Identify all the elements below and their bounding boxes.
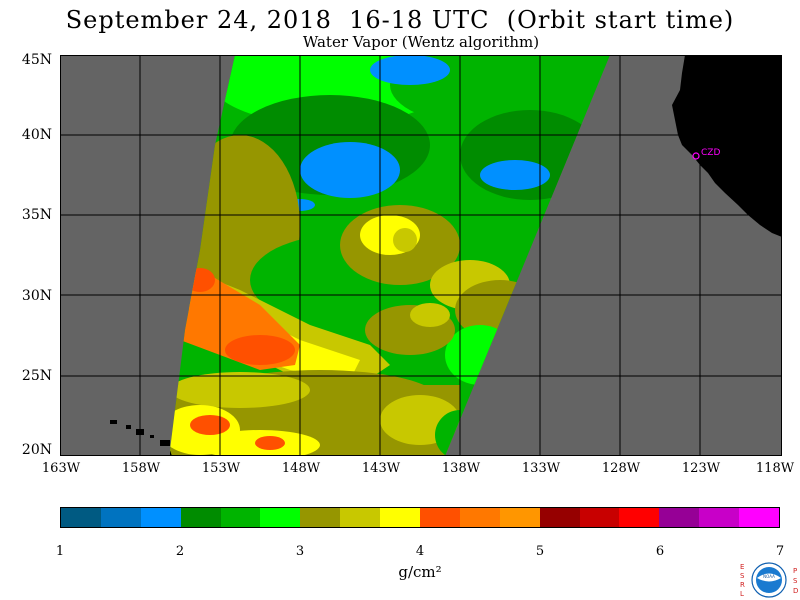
colorbar: [60, 507, 780, 528]
colorbar-swatch-7: [300, 508, 341, 527]
colorbar-tick-5: 5: [535, 544, 545, 559]
colorbar-swatch-9: [380, 508, 421, 527]
lat-label-45n: 45N: [21, 52, 52, 68]
colorbar-swatch-11: [459, 508, 500, 527]
logo-letter-l: L: [740, 590, 744, 598]
lat-label-40n: 40N: [21, 127, 52, 143]
logo-letter-d: D: [793, 587, 798, 595]
lon-label-158w: 158W: [121, 461, 161, 476]
colorbar-tick-7: 7: [775, 544, 785, 559]
colorbar-swatch-14: [579, 508, 620, 527]
colorbar-swatch-12: [499, 508, 540, 527]
noaa-esrl-psd-logo: E S R L P S D NOAA: [740, 562, 798, 598]
logo-badge-text: NOAA: [763, 574, 775, 579]
colorbar-swatch-4: [180, 508, 221, 527]
lon-label-118w: 118W: [755, 461, 795, 476]
lon-label-138w: 138W: [441, 461, 481, 476]
colorbar-swatch-5: [220, 508, 261, 527]
lat-label-20n: 20N: [21, 442, 52, 458]
colorbar-swatch-15: [619, 508, 660, 527]
lat-label-30n: 30N: [21, 288, 52, 304]
lon-label-128w: 128W: [601, 461, 641, 476]
colorbar-swatch-6: [260, 508, 301, 527]
logo-letter-r: R: [740, 581, 745, 589]
station-marker: [692, 152, 700, 160]
colorbar-swatch-10: [420, 508, 460, 527]
logo-letter-p: P: [793, 567, 797, 575]
colorbar-swatch-2: [100, 508, 141, 527]
colorbar-swatch-3: [140, 508, 181, 527]
lon-label-148w: 148W: [281, 461, 321, 476]
colorbar-swatch-16: [659, 508, 700, 527]
colorbar-swatch-8: [340, 508, 381, 527]
colorbar-swatch-13: [539, 508, 580, 527]
colorbar-tick-6: 6: [655, 544, 665, 559]
logo-letter-s2: S: [793, 577, 798, 585]
colorbar-unit: g/cm²: [398, 563, 442, 581]
colorbar-swatch-18: [739, 508, 780, 527]
map-title: September 24, 2018 16-18 UTC (Orbit star…: [65, 6, 735, 34]
lat-label-25n: 25N: [21, 368, 52, 384]
logo-letter-s: S: [740, 572, 745, 580]
colorbar-swatch-1: [61, 508, 101, 527]
colorbar-swatch-17: [699, 508, 740, 527]
station-label: CZD: [701, 148, 720, 158]
colorbar-tick-4: 4: [415, 544, 425, 559]
water-vapor-map: CZD: [60, 55, 782, 456]
logo-letter-e: E: [740, 563, 744, 571]
lon-label-133w: 133W: [521, 461, 561, 476]
lat-label-35n: 35N: [21, 207, 52, 223]
colorbar-tick-2: 2: [175, 544, 185, 559]
lat-lon-grid: [60, 55, 782, 456]
colorbar-tick-1: 1: [55, 544, 65, 559]
lon-label-123w: 123W: [681, 461, 721, 476]
map-subtitle: Water Vapor (Wentz algorithm): [302, 33, 540, 51]
lon-label-143w: 143W: [361, 461, 401, 476]
lon-label-153w: 153W: [201, 461, 241, 476]
lon-label-163w: 163W: [41, 461, 81, 476]
colorbar-tick-3: 3: [295, 544, 305, 559]
